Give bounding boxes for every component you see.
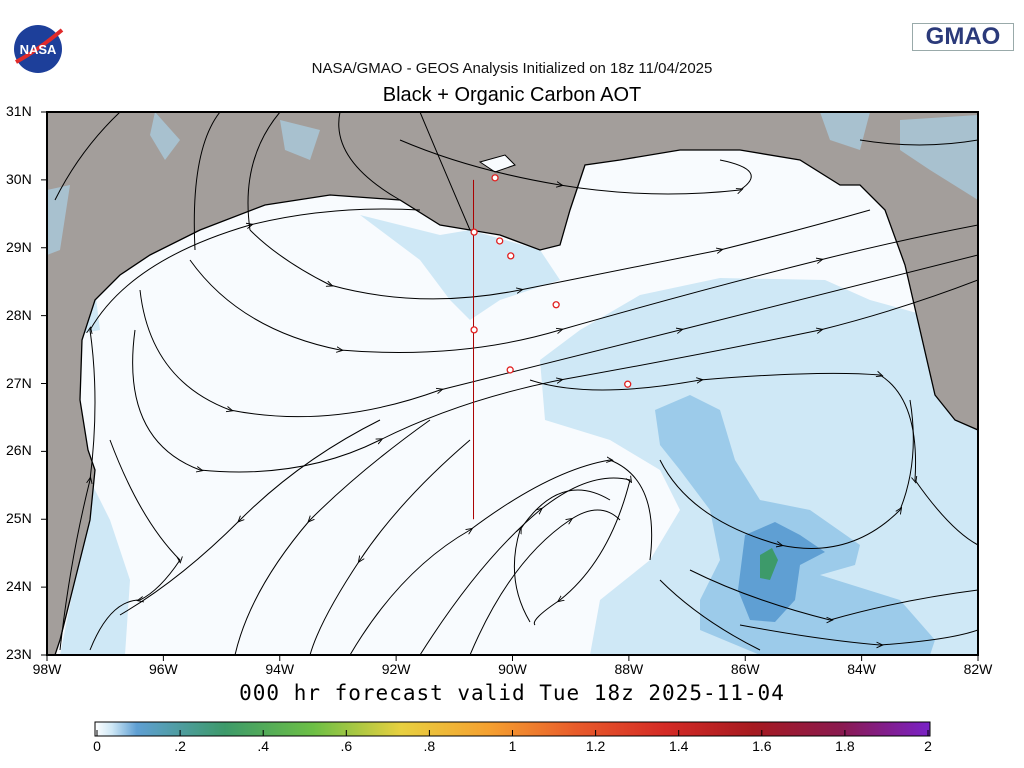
gmao-logo: GMAO <box>912 23 1014 51</box>
lat-label: 27N <box>6 374 32 391</box>
lon-label: 88W <box>614 661 644 677</box>
nasa-logo: NASA <box>12 24 64 74</box>
station-marker <box>624 380 632 388</box>
station-marker <box>506 366 514 374</box>
lat-label: 25N <box>6 510 32 527</box>
lat-label: 23N <box>6 646 32 662</box>
axis-ticks <box>41 111 979 661</box>
lon-label: 98W <box>32 661 62 677</box>
station-marker <box>470 228 478 236</box>
forecast-valid-time: 000 hr forecast valid Tue 18z 2025-11-04 <box>239 681 785 705</box>
aot-field-low-coast <box>60 470 130 655</box>
lon-label: 84W <box>847 661 877 677</box>
lon-label: 92W <box>381 661 411 677</box>
colorbar-label: .2 <box>174 738 186 754</box>
lon-label: 94W <box>265 661 295 677</box>
lat-label: 28N <box>6 306 32 323</box>
station-marker <box>470 326 478 334</box>
colorbar-label: 1.6 <box>752 738 772 754</box>
aot-field-peak <box>760 548 778 580</box>
lat-label: 24N <box>6 578 32 595</box>
station-marker <box>507 252 515 260</box>
colorbar-label: .6 <box>340 738 353 754</box>
colorbar-label: 1.8 <box>835 738 855 754</box>
lon-label: 90W <box>498 661 527 677</box>
subtitle: NASA/GMAO - GEOS Analysis Initialized on… <box>311 60 713 77</box>
colorbar-label: 1 <box>508 738 517 754</box>
lat-label: 31N <box>6 103 32 119</box>
lake-pontchartrain <box>478 154 516 173</box>
station-marker <box>491 174 499 182</box>
lon-label: 86W <box>730 661 760 677</box>
wind-streamlines <box>54 112 978 655</box>
station-marker <box>552 301 560 309</box>
stations <box>470 174 632 388</box>
colorbar-label: 0 <box>93 738 101 754</box>
colorbar-label: .4 <box>257 738 270 754</box>
lon-label: 82W <box>963 661 993 677</box>
lat-label: 30N <box>6 170 32 187</box>
colorbar-label: 2 <box>924 738 932 754</box>
lat-label: 29N <box>6 238 32 255</box>
station-marker <box>496 237 504 245</box>
lat-label: 26N <box>6 442 32 459</box>
colorbar-label: 1.4 <box>668 738 689 754</box>
colorbar-label: .8 <box>423 738 436 754</box>
lon-label: 96W <box>148 661 178 677</box>
colorbar-label: 1.2 <box>585 738 606 754</box>
svg-text:NASA: NASA <box>20 42 57 57</box>
map-title: Black + Organic Carbon AOT <box>382 84 642 106</box>
